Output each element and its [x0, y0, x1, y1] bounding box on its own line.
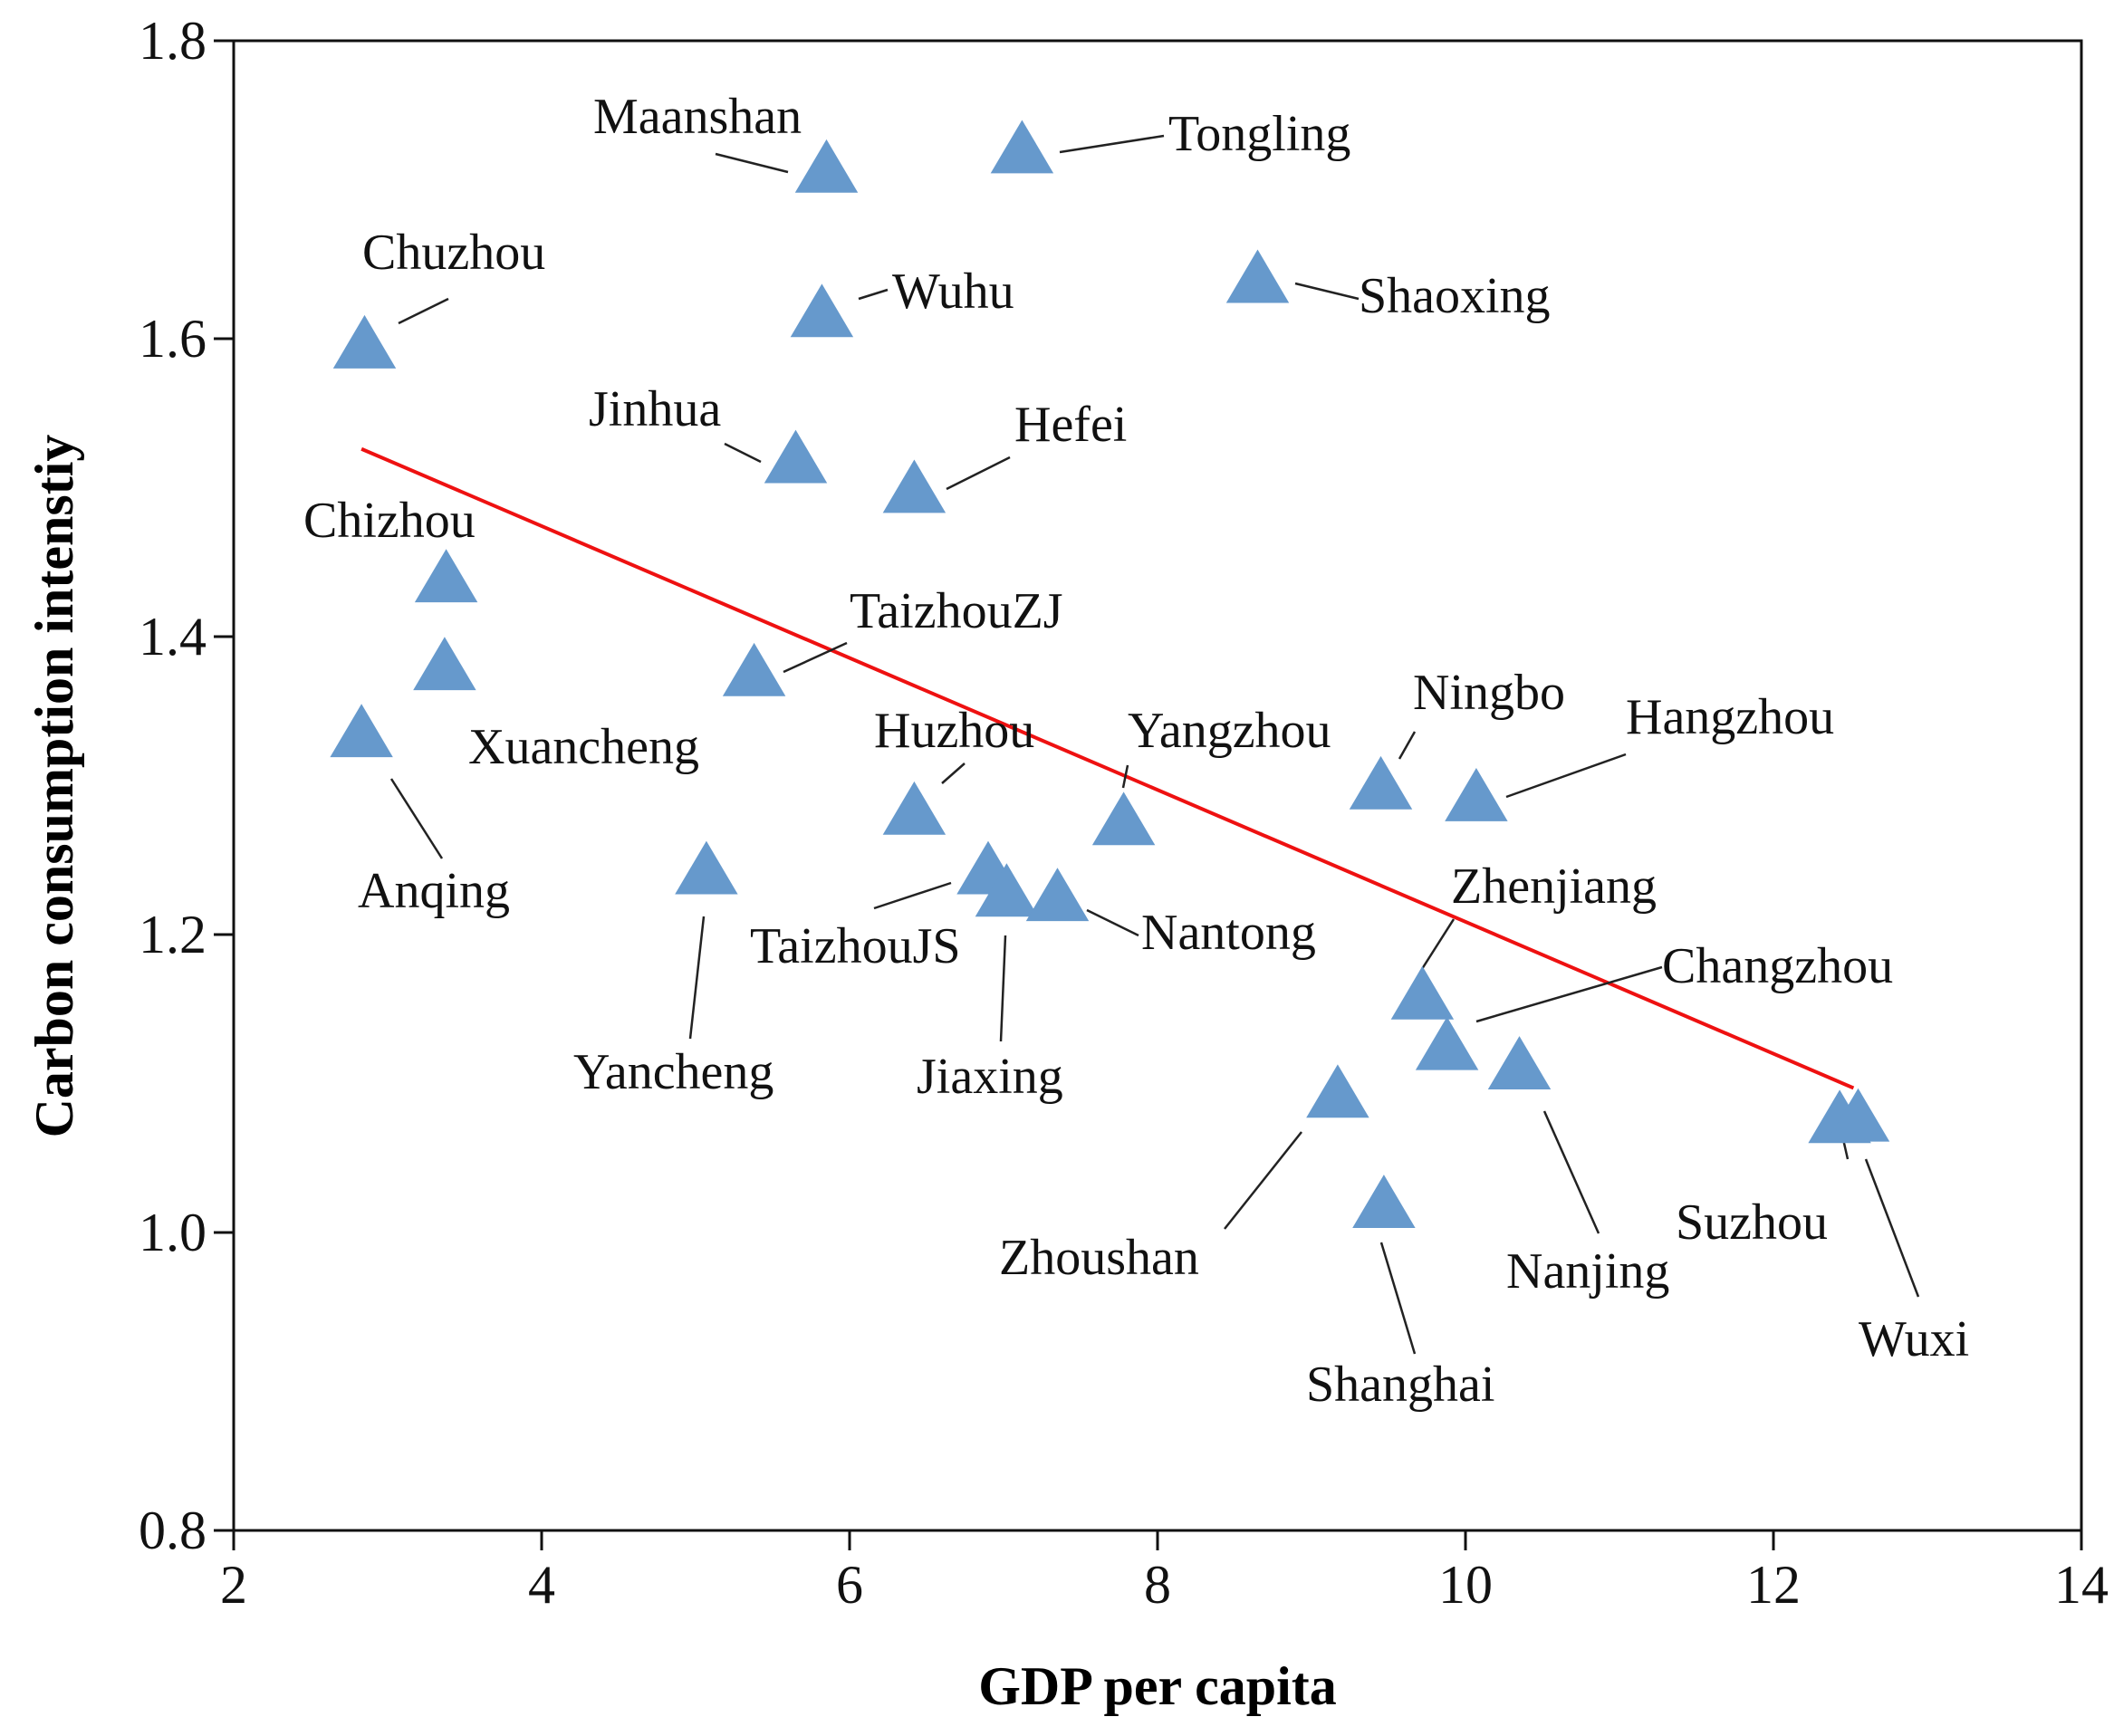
trend-line [360, 446, 1855, 1090]
leader-line [1294, 282, 1360, 301]
data-markers [330, 120, 1890, 1228]
point-label: Chizhou [303, 493, 476, 549]
y-tick-label: 1.0 [139, 1203, 207, 1262]
leader-line [715, 152, 789, 174]
leader-line [1398, 731, 1417, 760]
leader-line [858, 288, 889, 301]
point-marker [722, 642, 786, 696]
point-marker [332, 314, 397, 369]
point-label: Jinhua [589, 381, 721, 437]
point-label: Shanghai [1306, 1357, 1494, 1413]
point-marker [882, 781, 946, 835]
point-marker [975, 863, 1039, 917]
point-label: Nanjing [1506, 1243, 1669, 1300]
point-marker [414, 549, 478, 603]
x-tick-label: 2 [220, 1555, 247, 1615]
leader-line [999, 935, 1007, 1042]
point-label: Shaoxing [1359, 268, 1551, 324]
point-marker [1826, 1088, 1890, 1142]
point-marker [790, 283, 854, 338]
point-label: Maanshan [593, 89, 802, 145]
leader-line [1542, 1110, 1600, 1234]
point-label: Wuxi [1859, 1311, 1969, 1367]
point-marker [1390, 965, 1455, 1020]
y-tick-label: 1.8 [139, 11, 207, 71]
x-tick-label: 10 [1438, 1555, 1493, 1615]
point-label: Ningbo [1413, 665, 1565, 721]
point-marker [675, 840, 738, 895]
point-label: TaizhouZJ [850, 583, 1063, 639]
leader-line [1059, 134, 1165, 154]
leader-line [1864, 1158, 1920, 1298]
x-axis-title: GDP per capita [978, 1656, 1337, 1716]
leader-line [1475, 965, 1663, 1023]
x-tick-label: 6 [836, 1555, 863, 1615]
point-marker [1091, 791, 1156, 846]
y-tick-label: 1.4 [139, 607, 207, 667]
x-tick-label: 12 [1746, 1555, 1801, 1615]
y-axis-title: Carbon consumption intenstiy [24, 435, 84, 1138]
leader-line [1086, 908, 1139, 937]
point-marker [1445, 768, 1508, 821]
point-label: Zhenjiang [1451, 858, 1657, 915]
leader-line [1379, 1242, 1417, 1355]
point-marker [1415, 1016, 1479, 1070]
leader-line [783, 641, 848, 674]
leader-line [1420, 918, 1456, 970]
leader-line [1505, 753, 1627, 799]
y-tick-label: 0.8 [139, 1501, 207, 1560]
point-marker [1025, 868, 1090, 922]
leader-line [389, 778, 444, 859]
point-label: Yangzhou [1128, 703, 1331, 759]
point-label: Hefei [1014, 397, 1127, 453]
x-tick-label: 4 [528, 1555, 555, 1615]
point-label: Changzhou [1662, 938, 1893, 994]
leader-line [941, 762, 966, 784]
point-marker [794, 139, 859, 193]
point-label: Chuzhou [362, 225, 545, 281]
x-tick-label: 14 [2054, 1555, 2109, 1615]
leader-line [724, 442, 762, 464]
point-marker [1487, 1036, 1552, 1090]
y-tick-label: 1.6 [139, 309, 207, 369]
point-label: Wuhu [892, 264, 1014, 320]
x-tick-label: 8 [1144, 1555, 1171, 1615]
point-label: Huzhou [874, 703, 1034, 759]
point-marker [1306, 1064, 1369, 1118]
point-label: Xuancheng [468, 719, 699, 775]
x-axis: 2 4 6 8 10 12 14 [220, 1530, 2109, 1615]
point-label: Hangzhou [1626, 689, 1834, 745]
point-label: Suzhou [1676, 1194, 1828, 1251]
point-marker [882, 459, 946, 513]
point-marker [1352, 1175, 1416, 1228]
point-marker [330, 704, 393, 758]
point-marker [990, 120, 1054, 174]
leader-line [688, 916, 706, 1040]
label-leader-lines [389, 134, 1920, 1355]
y-axis: 0.8 1.0 1.2 1.4 1.6 1.8 [139, 11, 234, 1560]
point-marker [413, 637, 476, 691]
point-label: TaizhouJS [750, 918, 961, 974]
point-label: Anqing [358, 863, 510, 919]
point-label: Tongling [1168, 106, 1350, 162]
leader-line [1224, 1131, 1302, 1230]
leader-line [946, 456, 1011, 491]
point-marker [1349, 755, 1413, 810]
point-labels: Maanshan Tongling Chuzhou Wuhu Shaoxing Jinhu… [303, 89, 1969, 1413]
point-marker [1225, 249, 1290, 303]
leader-line [873, 881, 952, 910]
leader-line [1121, 764, 1129, 789]
y-tick-label: 1.2 [139, 905, 207, 964]
point-label: Zhoushan [999, 1230, 1199, 1286]
point-marker [764, 429, 828, 484]
leader-line [398, 297, 449, 325]
point-label: Nantong [1141, 905, 1316, 961]
point-label: Yancheng [573, 1044, 774, 1100]
point-label: Jiaxing [917, 1049, 1063, 1105]
